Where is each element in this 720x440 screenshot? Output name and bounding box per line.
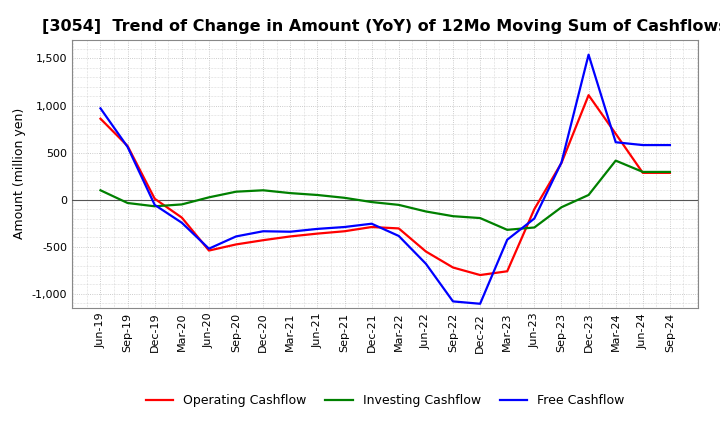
- Free Cashflow: [584, 52, 593, 57]
- Free Cashflow: [665, 143, 674, 148]
- Operating Cashflow: [178, 215, 186, 220]
- Operating Cashflow: [123, 143, 132, 149]
- Investing Cashflow: [665, 169, 674, 175]
- Investing Cashflow: [313, 192, 322, 198]
- Free Cashflow: [286, 229, 294, 235]
- Free Cashflow: [259, 229, 268, 234]
- Free Cashflow: [395, 233, 403, 238]
- Investing Cashflow: [421, 209, 430, 214]
- Investing Cashflow: [259, 187, 268, 193]
- Operating Cashflow: [395, 226, 403, 231]
- Free Cashflow: [367, 221, 376, 226]
- Operating Cashflow: [232, 242, 240, 247]
- Free Cashflow: [421, 261, 430, 266]
- Free Cashflow: [611, 139, 620, 145]
- Investing Cashflow: [584, 192, 593, 198]
- Operating Cashflow: [96, 116, 105, 121]
- Operating Cashflow: [584, 92, 593, 98]
- Line: Free Cashflow: Free Cashflow: [101, 55, 670, 304]
- Free Cashflow: [313, 226, 322, 231]
- Investing Cashflow: [503, 227, 511, 232]
- Free Cashflow: [449, 299, 457, 304]
- Free Cashflow: [204, 246, 213, 251]
- Free Cashflow: [503, 237, 511, 242]
- Operating Cashflow: [313, 231, 322, 236]
- Operating Cashflow: [557, 160, 566, 165]
- Investing Cashflow: [367, 199, 376, 205]
- Operating Cashflow: [367, 224, 376, 230]
- Operating Cashflow: [665, 170, 674, 176]
- Y-axis label: Amount (million yen): Amount (million yen): [13, 108, 26, 239]
- Free Cashflow: [96, 106, 105, 111]
- Operating Cashflow: [611, 131, 620, 136]
- Free Cashflow: [341, 224, 349, 230]
- Operating Cashflow: [503, 269, 511, 274]
- Operating Cashflow: [639, 170, 647, 176]
- Investing Cashflow: [286, 191, 294, 196]
- Operating Cashflow: [421, 249, 430, 254]
- Investing Cashflow: [96, 187, 105, 193]
- Free Cashflow: [557, 160, 566, 165]
- Operating Cashflow: [259, 238, 268, 243]
- Line: Operating Cashflow: Operating Cashflow: [101, 95, 670, 275]
- Legend: Operating Cashflow, Investing Cashflow, Free Cashflow: Operating Cashflow, Investing Cashflow, …: [141, 389, 629, 412]
- Investing Cashflow: [232, 189, 240, 194]
- Operating Cashflow: [449, 265, 457, 270]
- Free Cashflow: [123, 144, 132, 150]
- Free Cashflow: [150, 202, 159, 208]
- Investing Cashflow: [476, 216, 485, 221]
- Operating Cashflow: [286, 234, 294, 239]
- Investing Cashflow: [395, 202, 403, 208]
- Investing Cashflow: [178, 202, 186, 207]
- Investing Cashflow: [557, 205, 566, 210]
- Free Cashflow: [530, 216, 539, 221]
- Investing Cashflow: [204, 195, 213, 200]
- Investing Cashflow: [611, 158, 620, 163]
- Investing Cashflow: [150, 204, 159, 209]
- Free Cashflow: [232, 234, 240, 239]
- Investing Cashflow: [639, 169, 647, 175]
- Investing Cashflow: [530, 225, 539, 230]
- Investing Cashflow: [449, 213, 457, 219]
- Free Cashflow: [476, 301, 485, 306]
- Operating Cashflow: [530, 206, 539, 212]
- Operating Cashflow: [341, 229, 349, 234]
- Line: Investing Cashflow: Investing Cashflow: [101, 161, 670, 230]
- Free Cashflow: [639, 143, 647, 148]
- Free Cashflow: [178, 220, 186, 225]
- Operating Cashflow: [476, 272, 485, 278]
- Operating Cashflow: [204, 248, 213, 253]
- Investing Cashflow: [123, 200, 132, 205]
- Title: [3054]  Trend of Change in Amount (YoY) of 12Mo Moving Sum of Cashflows: [3054] Trend of Change in Amount (YoY) o…: [42, 19, 720, 34]
- Operating Cashflow: [150, 196, 159, 202]
- Investing Cashflow: [341, 195, 349, 201]
